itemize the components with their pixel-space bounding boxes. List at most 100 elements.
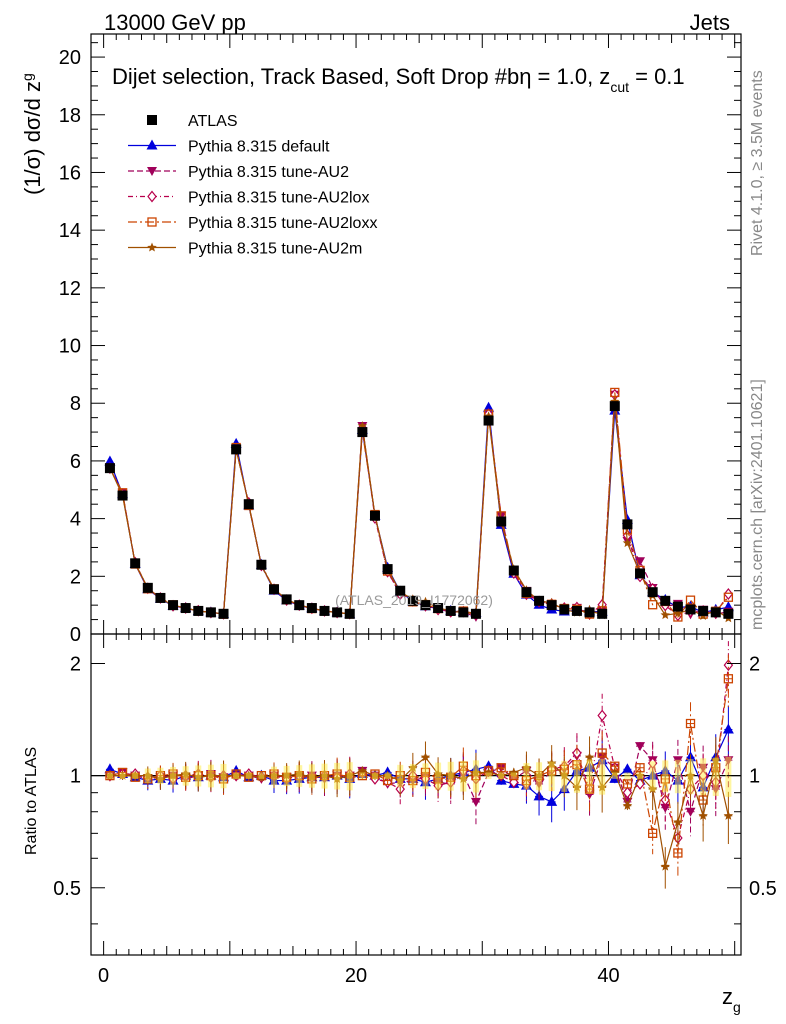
atlas-ratio-band — [359, 772, 366, 779]
atlas-point — [294, 600, 305, 611]
atlas-point — [445, 605, 456, 616]
atlas-ratio-band — [687, 759, 694, 795]
watermark: (ATLAS_2019_I1772062) — [335, 592, 493, 608]
ratio-point-au2m — [723, 810, 734, 820]
line-au2m — [109, 401, 729, 619]
atlas-point — [609, 401, 620, 412]
atlas-point — [508, 565, 519, 576]
plot-title: Dijet selection, Track Based, Soft Drop … — [112, 64, 685, 95]
y-tick-label: 14 — [59, 220, 81, 242]
x-axis-label: zg — [722, 984, 741, 1015]
ratio-point-au2 — [635, 742, 646, 752]
atlas-point — [231, 444, 242, 455]
category-label: Jets — [690, 10, 730, 35]
atlas-point — [420, 600, 431, 611]
atlas-ratio-band — [170, 766, 177, 785]
x-tick-label: 40 — [597, 965, 619, 987]
atlas-ratio-band — [485, 772, 492, 779]
legend: ATLAS Pythia 8.315 default Pythia 8.315 tu… — [128, 113, 377, 258]
atlas-point — [306, 603, 317, 614]
upper-series-group — [104, 387, 734, 623]
atlas-ratio-band — [220, 763, 227, 789]
atlas-ratio-band — [144, 768, 151, 784]
atlas-point — [142, 582, 153, 593]
atlas-point — [534, 595, 545, 606]
atlas-point — [369, 510, 380, 521]
atlas-point — [685, 604, 696, 615]
x-axis-label-main: z — [722, 984, 733, 1009]
atlas-point — [344, 608, 355, 619]
atlas-point — [332, 607, 343, 618]
ratio-point-au2loxx — [723, 674, 734, 684]
point-au2lox — [723, 588, 734, 600]
atlas-point — [584, 607, 595, 618]
ratio-series-au2m — [105, 736, 734, 889]
legend-label-au2: Pythia 8.315 tune-AU2 — [188, 164, 349, 181]
point-au2 — [635, 557, 646, 567]
plot-title-main: Dijet selection, Track Based, Soft Drop … — [112, 64, 610, 89]
atlas-point — [193, 605, 204, 616]
atlas-point — [546, 600, 557, 611]
ratio-point-au2m — [698, 810, 708, 820]
legend-label-atlas: ATLAS — [188, 113, 238, 130]
ratio-line-au2lox — [109, 665, 729, 841]
y-tick-label: 16 — [59, 162, 81, 184]
ratio-point-au2loxx — [622, 779, 633, 789]
atlas-point — [382, 564, 393, 575]
y-tick-label: 2 — [70, 566, 81, 588]
atlas-ratio-band — [447, 761, 454, 791]
y-tick-label: 4 — [70, 509, 81, 531]
x-tick-label: 20 — [345, 965, 367, 987]
atlas-point — [357, 427, 368, 438]
atlas-ratio-band — [321, 763, 328, 789]
ratio-point-au2m — [622, 800, 633, 810]
atlas-point — [723, 608, 734, 619]
point-au2m — [622, 538, 633, 548]
ratio-point-au2loxx — [685, 718, 696, 729]
line-au2lox — [109, 394, 729, 617]
ratio-point-au2loxx — [648, 828, 658, 838]
atlas-ratio-band — [498, 772, 505, 779]
ratio-point-au2lox — [597, 709, 607, 722]
atlas-ratio-band — [119, 772, 126, 779]
atlas-ratio-band — [182, 766, 189, 786]
legend-marker-default — [146, 139, 158, 150]
atlas-point — [496, 516, 507, 527]
ratio-tick-label-right: 1 — [749, 766, 760, 788]
y-tick-label: 8 — [70, 393, 81, 415]
atlas-point — [155, 592, 166, 603]
point-au2loxx — [685, 595, 696, 605]
series-au2 — [104, 390, 734, 622]
atlas-point — [710, 607, 721, 618]
ratio-axis-label: Ratio to ATLAS — [23, 747, 40, 855]
atlas-point — [597, 608, 608, 619]
plot-title-tail: = 0.1 — [629, 64, 685, 89]
ratio-tick-label: 1 — [70, 766, 81, 788]
atlas-point — [395, 585, 406, 596]
atlas-ratio-band — [334, 762, 341, 790]
atlas-ratio-band — [725, 756, 732, 797]
atlas-ratio-band — [435, 762, 442, 790]
ratio-tick-label: 0.5 — [53, 878, 81, 900]
ratio-point-au2loxx — [673, 848, 683, 858]
atlas-point — [218, 608, 229, 619]
plot-title-sub: cut — [610, 79, 629, 95]
y-tick-label: 12 — [59, 278, 81, 300]
atlas-ratio-band — [195, 765, 202, 787]
atlas-ratio-band — [510, 772, 517, 779]
series-atlas — [104, 401, 734, 619]
atlas-point — [433, 603, 444, 614]
legend-label-default: Pythia 8.315 default — [188, 139, 330, 156]
atlas-ratio-band — [283, 765, 290, 786]
series-au2loxx — [105, 387, 734, 622]
atlas-point — [180, 603, 191, 614]
atlas-ratio-band — [700, 758, 707, 796]
point-au2m — [673, 608, 683, 618]
point-au2loxx — [610, 387, 620, 398]
legend-label-au2lox: Pythia 8.315 tune-AU2lox — [188, 190, 369, 207]
atlas-ratio-band — [258, 772, 265, 779]
atlas-point — [647, 587, 658, 598]
atlas-ratio-band — [662, 760, 669, 793]
line-au2loxx — [109, 392, 729, 618]
